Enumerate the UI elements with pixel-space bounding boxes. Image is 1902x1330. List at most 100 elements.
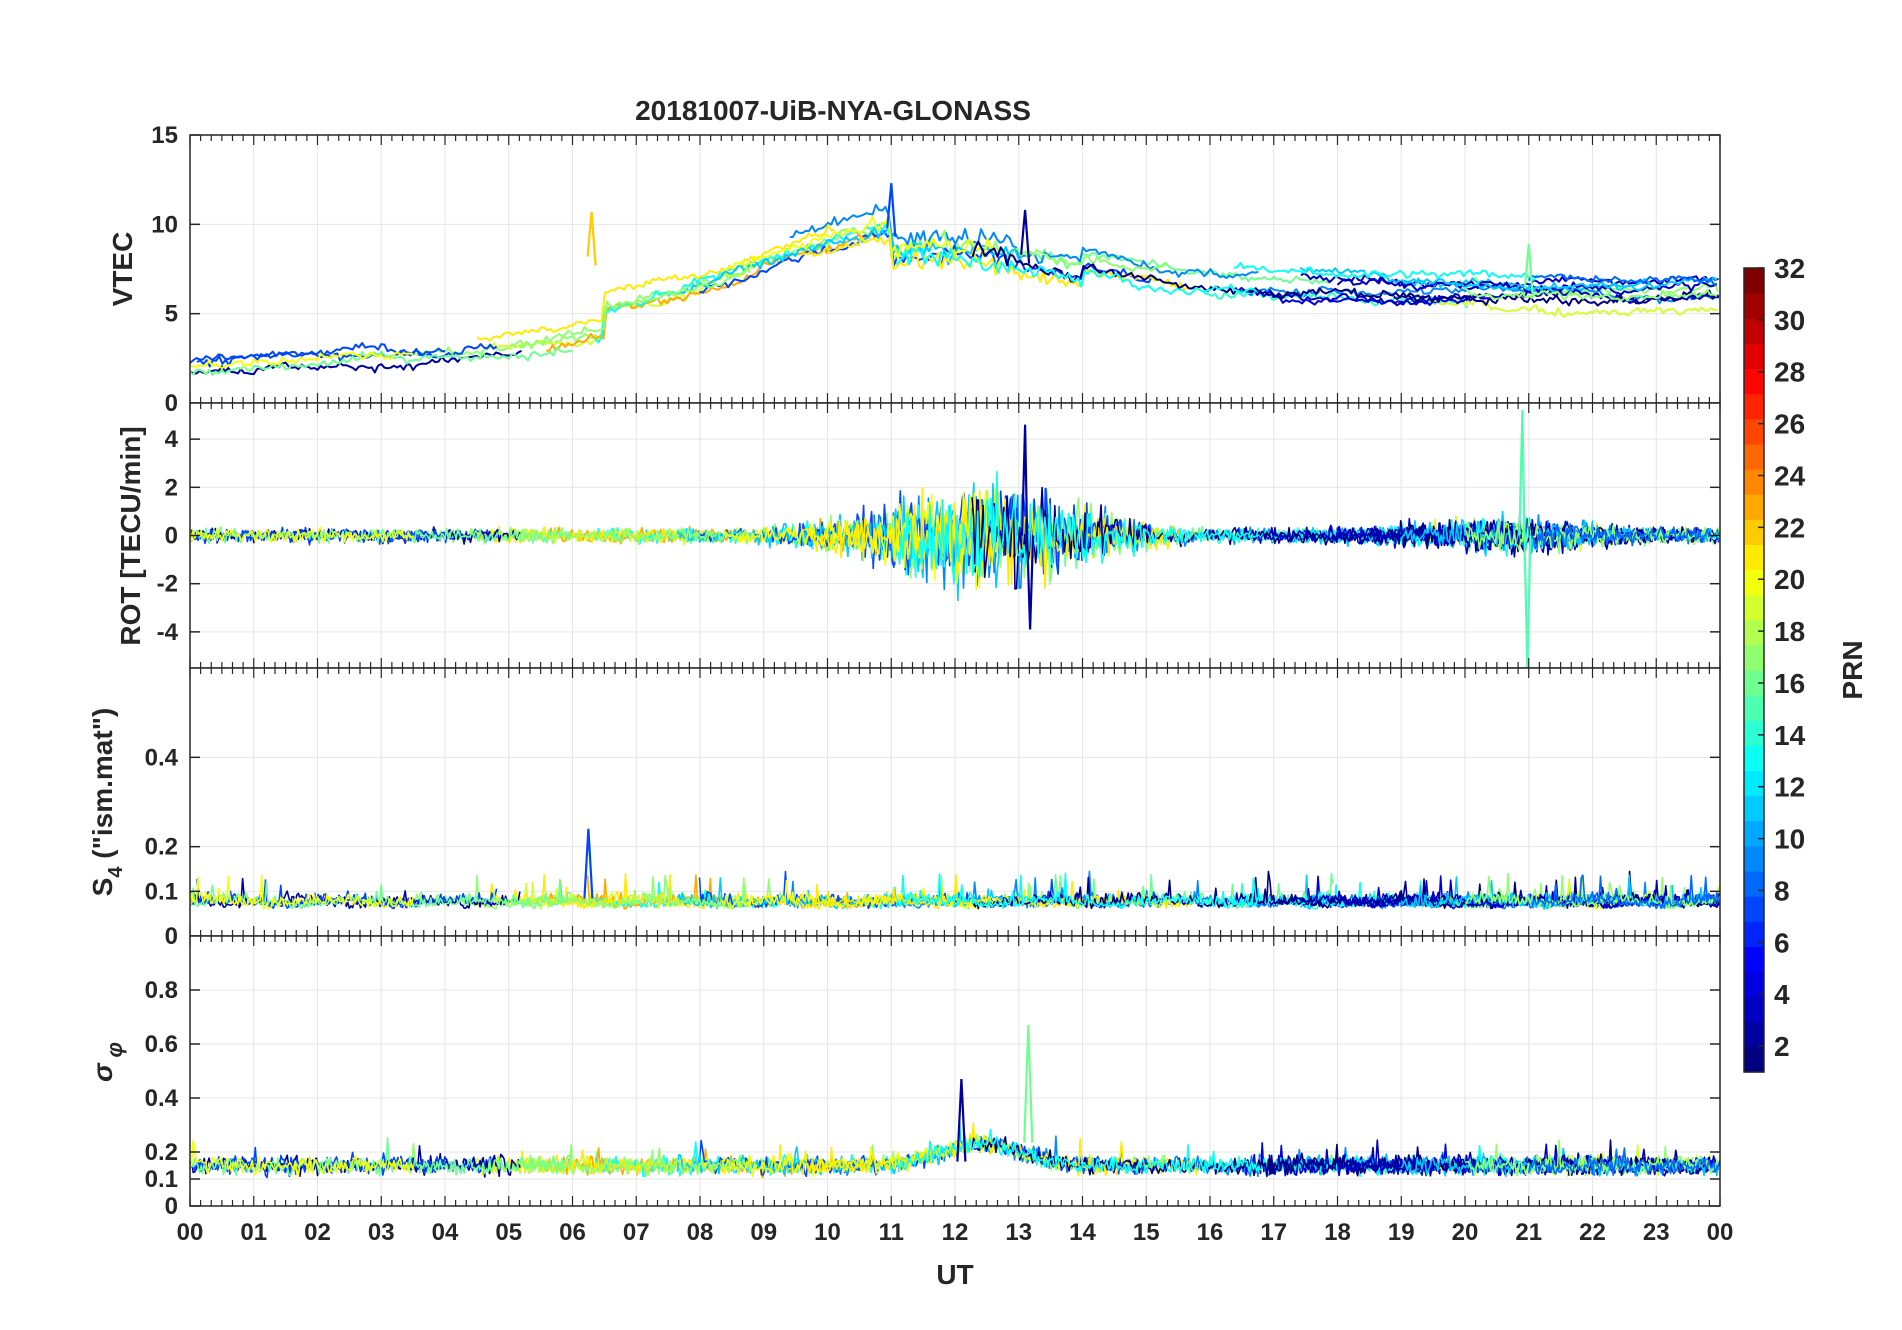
xtick-label: 00 bbox=[177, 1219, 204, 1246]
panel-s4-ylabel-main: S bbox=[87, 878, 118, 897]
panel-sigma-phi-ticks bbox=[189, 936, 1721, 1207]
colorbar-tick-label: 14 bbox=[1774, 720, 1806, 751]
panel-vtec-ylabel: VTEC bbox=[107, 232, 138, 307]
colorbar-band bbox=[1744, 770, 1764, 797]
prn-peak-trace bbox=[1523, 243, 1534, 298]
panel-sigma-phi-ytick-labels: 00.10.2 0.4 0.6 0.8 bbox=[145, 977, 179, 1220]
xtick-label: 10 bbox=[814, 1219, 841, 1246]
ytick-label: 2 bbox=[165, 474, 178, 501]
colorbar-band bbox=[1744, 820, 1764, 847]
prn-trace bbox=[510, 1147, 753, 1176]
ytick-label: 10 bbox=[151, 211, 178, 238]
colorbar-band bbox=[1744, 695, 1764, 721]
panel-sigma-phi: 00.10.2 0.4 0.6 0.8 σφ bbox=[87, 935, 1721, 1220]
prn-trace bbox=[1527, 273, 1718, 286]
ytick-label: 0.2 bbox=[145, 1139, 178, 1166]
prn-trace bbox=[476, 224, 835, 342]
ytick-label: 4 bbox=[165, 426, 179, 453]
colorbar-tick-label: 8 bbox=[1774, 875, 1790, 906]
xtick-label: 08 bbox=[687, 1219, 714, 1246]
ytick-label: 0 bbox=[165, 923, 178, 950]
xtick-label: 16 bbox=[1197, 1219, 1224, 1246]
x-tick-labels: 00 01 02 03 04 05 06 07 08 09 10 11 12 13 14 15 16 17 18 19… bbox=[177, 1219, 1734, 1246]
prn-peak-trace bbox=[1020, 209, 1031, 264]
prn-trace bbox=[1528, 1147, 1721, 1176]
colorbar-tick-label: 30 bbox=[1774, 305, 1805, 336]
prn-trace bbox=[1233, 261, 1541, 281]
xtick-label: 12 bbox=[942, 1219, 969, 1246]
colorbar-band bbox=[1744, 268, 1764, 294]
panel-vtec-ticks bbox=[189, 134, 1721, 404]
colorbar-band bbox=[1744, 469, 1764, 495]
prn-trace bbox=[189, 346, 573, 376]
chart-title: 20181007-UiB-NYA-GLONASS bbox=[635, 95, 1031, 126]
panel-s4-ylabel: S4 ("ism.mat") bbox=[87, 708, 127, 897]
prn-peak-trace bbox=[586, 211, 597, 266]
colorbar-band bbox=[1744, 418, 1764, 445]
prn-trace bbox=[1528, 874, 1721, 910]
colorbar-band bbox=[1744, 1046, 1764, 1073]
xtick-label: 18 bbox=[1324, 1219, 1351, 1246]
ytick-label: 0 bbox=[165, 390, 178, 417]
panel-rot-ytick-labels: -4 -2 0 2 4 bbox=[157, 426, 179, 646]
ytick-label: 5 bbox=[165, 301, 178, 328]
colorbar-band bbox=[1744, 896, 1764, 922]
colorbar-band bbox=[1744, 318, 1764, 344]
colorbar-band bbox=[1744, 795, 1764, 822]
colorbar-band bbox=[1744, 1021, 1764, 1048]
colorbar-tick-label: 26 bbox=[1774, 409, 1805, 440]
xtick-label: 20 bbox=[1452, 1219, 1479, 1246]
xtick-label: 14 bbox=[1069, 1219, 1096, 1246]
ytick-label: -2 bbox=[157, 571, 178, 598]
colorbar-band bbox=[1744, 921, 1764, 947]
panel-vtec-grid bbox=[190, 135, 1720, 403]
panel-s4-ticks bbox=[189, 668, 1721, 937]
colorbar-band bbox=[1744, 644, 1764, 671]
colorbar-tick-label: 6 bbox=[1774, 927, 1790, 958]
xtick-label: 01 bbox=[240, 1219, 267, 1246]
panel-rot-ticks bbox=[189, 403, 1721, 668]
ytick-label: 0.8 bbox=[145, 977, 178, 1004]
prn-trace bbox=[189, 526, 414, 544]
colorbar-band bbox=[1744, 519, 1764, 545]
ytick-label: 0.6 bbox=[145, 1031, 178, 1058]
prn-trace bbox=[594, 223, 931, 344]
prn-trace bbox=[189, 1139, 414, 1177]
prn-trace bbox=[1528, 523, 1721, 550]
panel-sigma-phi-ylabel-sub: φ bbox=[102, 1042, 127, 1057]
prn-trace bbox=[789, 203, 1259, 279]
prn-trace bbox=[510, 266, 752, 348]
prn-trace bbox=[895, 1128, 1259, 1175]
colorbar-bands bbox=[1744, 268, 1764, 1073]
prn-trace bbox=[721, 1134, 997, 1178]
ytick-label: 0.1 bbox=[145, 878, 178, 905]
prn-trace bbox=[1401, 276, 1718, 292]
colorbar-band bbox=[1744, 745, 1764, 772]
panel-vtec-ytick-labels: 0 5 10 15 bbox=[151, 122, 178, 417]
ytick-label: 0.1 bbox=[145, 1166, 178, 1193]
prn-trace bbox=[189, 351, 414, 370]
xtick-label: 21 bbox=[1515, 1219, 1542, 1246]
prn-trace bbox=[189, 342, 446, 364]
prn-peak-trace bbox=[1021, 424, 1035, 630]
xtick-label: 13 bbox=[1005, 1219, 1032, 1246]
panel-vtec: 0 5 10 15 VTEC bbox=[107, 122, 1721, 417]
colorbar-band bbox=[1744, 946, 1764, 973]
colorbar-frame bbox=[1743, 267, 1765, 1073]
panel-s4-traces bbox=[189, 828, 1721, 910]
xtick-label: 23 bbox=[1643, 1219, 1670, 1246]
prn-trace bbox=[895, 872, 1259, 910]
prn-trace bbox=[1234, 286, 1491, 306]
prn-peak-trace bbox=[1023, 1025, 1034, 1143]
panel-sigma-phi-ylabel: σφ bbox=[87, 1042, 127, 1082]
prn-peak-trace bbox=[886, 183, 897, 237]
xtick-label: 17 bbox=[1260, 1219, 1287, 1246]
colorbar-tick-label: 22 bbox=[1774, 512, 1805, 543]
xtick-label: 09 bbox=[750, 1219, 777, 1246]
prn-trace bbox=[189, 874, 414, 910]
ytick-label: -4 bbox=[157, 619, 179, 646]
xtick-label: 15 bbox=[1133, 1219, 1160, 1246]
